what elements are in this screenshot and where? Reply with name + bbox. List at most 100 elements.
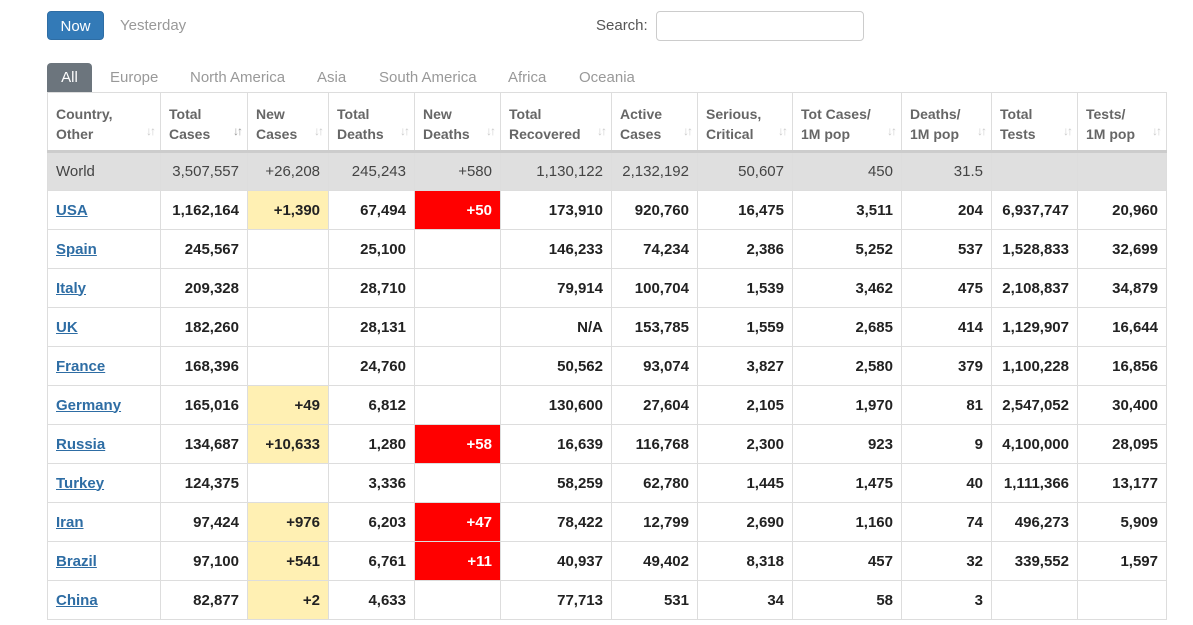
- sort-arrows-icon[interactable]: ↓↑: [683, 124, 693, 138]
- cell-active-cases: 100,704: [611, 268, 698, 308]
- cell-tests-per-1m: 30,400: [1077, 385, 1167, 425]
- tab-africa[interactable]: Africa: [508, 69, 547, 86]
- table-header-row: Country, Other ↓↑ Total Cases ↓↑ New Cases ↓↑ Tot…: [47, 92, 1167, 153]
- header-label-line2: 1M pop: [910, 126, 959, 142]
- cell-total-tests: 4,100,000: [991, 424, 1078, 464]
- sort-arrows-icon[interactable]: ↓↑: [1152, 124, 1162, 138]
- sort-arrows-icon[interactable]: ↓↑: [977, 124, 987, 138]
- cell-tests-per-1m: 34,879: [1077, 268, 1167, 308]
- header-new-cases[interactable]: New Cases ↓↑: [247, 92, 329, 153]
- table-row: France 168,396 24,760 50,562 93,074 3,827 2,58…: [47, 346, 1167, 386]
- cell-new-deaths: [414, 346, 501, 386]
- cell-total-deaths: 4,633: [328, 580, 415, 620]
- cell-tests-per-1m: 5,909: [1077, 502, 1167, 542]
- header-new-deaths[interactable]: New Deaths ↓↑: [414, 92, 501, 153]
- cell-total-deaths: 28,710: [328, 268, 415, 308]
- cell-total-recovered: 1,130,122: [500, 151, 612, 191]
- cell-tests-per-1m: [1077, 580, 1167, 620]
- yesterday-button[interactable]: Yesterday: [120, 17, 187, 34]
- header-label-line2: Other: [56, 126, 94, 142]
- country-link[interactable]: France: [56, 357, 106, 375]
- cell-total-tests: 2,108,837: [991, 268, 1078, 308]
- country-link[interactable]: Germany: [56, 396, 122, 414]
- cell-total-recovered: 130,600: [500, 385, 612, 425]
- cell-tests-per-1m: 13,177: [1077, 463, 1167, 503]
- header-label-line2: Critical: [706, 126, 754, 142]
- sort-arrows-icon[interactable]: ↓↑: [486, 124, 496, 138]
- top-bar: Now Yesterday Search:: [0, 0, 1193, 52]
- cell-country: UK: [47, 307, 161, 347]
- country-link[interactable]: Spain: [56, 240, 97, 258]
- cell-new-cases: +1,390: [247, 190, 329, 230]
- header-label-line1: Total: [1000, 106, 1033, 122]
- cell-country: Turkey: [47, 463, 161, 503]
- cell-total-cases: 245,567: [160, 229, 248, 269]
- header-label-line2: 1M pop: [801, 126, 850, 142]
- cell-total-cases: 3,507,557: [160, 151, 248, 191]
- cell-serious-critical: 34: [697, 580, 793, 620]
- country-link[interactable]: USA: [56, 201, 88, 219]
- country-link[interactable]: Turkey: [56, 474, 105, 492]
- cell-serious-critical: 1,445: [697, 463, 793, 503]
- header-label-line2: Deaths: [423, 126, 470, 142]
- header-total-tests[interactable]: Total Tests ↓↑: [991, 92, 1078, 153]
- country-link[interactable]: Russia: [56, 435, 106, 453]
- sort-arrows-icon[interactable]: ↓↑: [314, 124, 324, 138]
- cell-deaths-per-1m: 379: [901, 346, 992, 386]
- cell-total-cases: 134,687: [160, 424, 248, 464]
- tab-north-america[interactable]: North America: [190, 69, 286, 86]
- header-deaths-per-1m[interactable]: Deaths/1M pop ↓↑: [901, 92, 992, 153]
- table-row: UK 182,260 28,131 N/A 153,785 1,559 2,685 414 1,…: [47, 307, 1167, 347]
- cell-country: Brazil: [47, 541, 161, 581]
- tab-south-america[interactable]: South America: [379, 69, 477, 86]
- tab-oceania[interactable]: Oceania: [579, 69, 635, 86]
- cell-total-recovered: 16,639: [500, 424, 612, 464]
- header-active-cases[interactable]: Active Cases ↓↑: [611, 92, 698, 153]
- sort-arrows-icon[interactable]: ↓↑: [1063, 124, 1073, 138]
- header-label-line1: Active: [620, 106, 663, 122]
- cell-country: USA: [47, 190, 161, 230]
- cell-new-deaths: [414, 268, 501, 308]
- table-row: USA 1,162,164 +1,390 67,494 +50 173,910 920,76…: [47, 190, 1167, 230]
- cell-deaths-per-1m: 40: [901, 463, 992, 503]
- cell-total-deaths: 6,203: [328, 502, 415, 542]
- sort-arrows-icon[interactable]: ↓↑: [597, 124, 607, 138]
- cell-tests-per-1m: 16,644: [1077, 307, 1167, 347]
- header-country[interactable]: Country, Other ↓↑: [47, 92, 161, 153]
- tab-europe[interactable]: Europe: [110, 69, 159, 86]
- header-total-recovered[interactable]: Total Recovered ↓↑: [500, 92, 612, 153]
- header-total-cases[interactable]: Total Cases ↓↑: [160, 92, 248, 153]
- country-link[interactable]: China: [56, 591, 98, 609]
- search-input[interactable]: [656, 11, 864, 41]
- header-total-deaths[interactable]: Total Deaths ↓↑: [328, 92, 415, 153]
- country-link[interactable]: Iran: [56, 513, 84, 531]
- cell-total-recovered: 77,713: [500, 580, 612, 620]
- country-link[interactable]: Italy: [56, 279, 87, 297]
- tab-all[interactable]: All: [47, 63, 92, 93]
- cell-deaths-per-1m: 537: [901, 229, 992, 269]
- sort-arrows-icon[interactable]: ↓↑: [778, 124, 788, 138]
- tab-asia[interactable]: Asia: [317, 69, 347, 86]
- cell-tot-cases-per-1m: 58: [792, 580, 902, 620]
- table-row: Italy 209,328 28,710 79,914 100,704 1,539 3,46…: [47, 268, 1167, 308]
- cell-new-cases: [247, 268, 329, 308]
- now-button[interactable]: Now: [47, 11, 104, 40]
- cell-total-deaths: 245,243: [328, 151, 415, 191]
- sort-arrows-icon[interactable]: ↓↑: [233, 124, 243, 138]
- sort-arrows-icon[interactable]: ↓↑: [400, 124, 410, 138]
- country-link[interactable]: UK: [56, 318, 78, 336]
- header-tot-cases-per-1m[interactable]: Tot Cases/1M pop ↓↑: [792, 92, 902, 153]
- header-tests-per-1m[interactable]: Tests/1M pop ↓↑: [1077, 92, 1167, 153]
- cell-total-cases: 182,260: [160, 307, 248, 347]
- header-serious-critical[interactable]: Serious, Critical ↓↑: [697, 92, 793, 153]
- cell-deaths-per-1m: 204: [901, 190, 992, 230]
- cell-serious-critical: 1,559: [697, 307, 793, 347]
- cell-tests-per-1m: [1077, 151, 1167, 191]
- cell-total-tests: 1,129,907: [991, 307, 1078, 347]
- cell-total-tests: 339,552: [991, 541, 1078, 581]
- sort-arrows-icon[interactable]: ↓↑: [146, 124, 156, 138]
- header-label-line1: Total: [169, 106, 202, 122]
- table-row: China 82,877 +2 4,633 77,713 531 34 58 3: [47, 580, 1167, 620]
- sort-arrows-icon[interactable]: ↓↑: [887, 124, 897, 138]
- country-link[interactable]: Brazil: [56, 552, 97, 570]
